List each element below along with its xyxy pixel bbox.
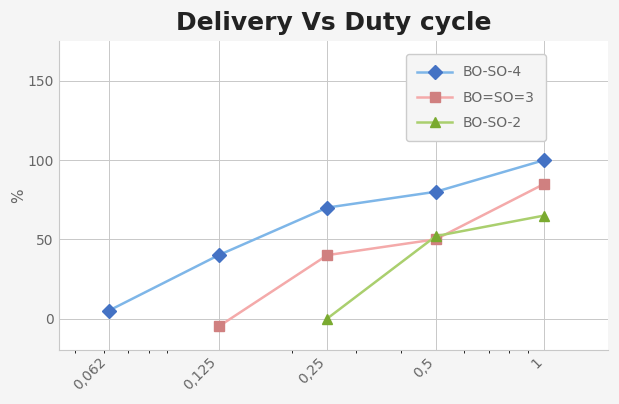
BO=SO=3 xyxy=(324,253,331,258)
Legend: BO-SO-4, BO=SO=3, BO-SO-2: BO-SO-4, BO=SO=3, BO-SO-2 xyxy=(406,55,546,141)
BO-SO-4 xyxy=(540,158,548,162)
BO-SO-2 xyxy=(324,316,331,321)
BO-SO-4 xyxy=(215,253,222,258)
BO=SO=3 xyxy=(540,181,548,186)
BO-SO-4 xyxy=(432,189,439,194)
Line: BO-SO-2: BO-SO-2 xyxy=(322,210,549,323)
BO=SO=3 xyxy=(215,324,222,329)
Y-axis label: %: % xyxy=(11,188,26,203)
BO-SO-2 xyxy=(540,213,548,218)
Line: BO=SO=3: BO=SO=3 xyxy=(214,179,549,331)
BO-SO-4 xyxy=(105,308,113,313)
Line: BO-SO-4: BO-SO-4 xyxy=(104,155,549,316)
BO=SO=3 xyxy=(432,237,439,242)
BO-SO-4 xyxy=(324,205,331,210)
Title: Delivery Vs Duty cycle: Delivery Vs Duty cycle xyxy=(176,11,491,35)
BO-SO-2 xyxy=(432,234,439,238)
